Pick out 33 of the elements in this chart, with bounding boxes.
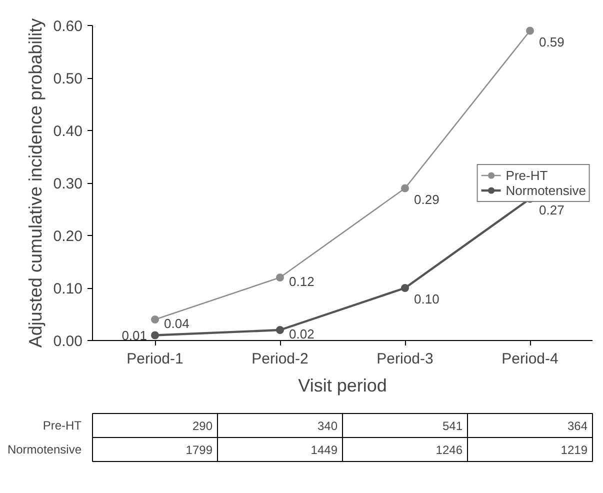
x-tick-label: Period-3 <box>376 350 434 368</box>
y-tick-label: Pre-HT <box>42 418 82 432</box>
x-tick-label: Period-1 <box>126 350 184 368</box>
data-label: 541 <box>442 419 463 433</box>
data-label: 0.59 <box>539 34 564 50</box>
x-tick-label: Period-2 <box>252 350 308 368</box>
y-tick-label: 0.50 <box>53 70 83 88</box>
data-label: 0.01 <box>122 328 148 343</box>
data-label: 1246 <box>436 443 463 457</box>
x-tick-label: Period-4 <box>502 350 558 368</box>
data-label: 0.10 <box>414 292 440 306</box>
data-label: 340 <box>317 419 338 433</box>
legend-label: Normotensive <box>506 182 586 198</box>
y-tick-label: Normotensive <box>7 442 82 456</box>
data-label: 1219 <box>560 443 588 457</box>
x-axis-title: Visit period <box>298 376 387 396</box>
y-tick-label: 0.30 <box>53 176 83 192</box>
y-tick-label: 0.20 <box>53 228 83 245</box>
y-tick-label: 0.40 <box>53 123 83 140</box>
legend-label: Pre-HT <box>506 168 548 182</box>
data-label: 0.04 <box>164 316 190 331</box>
y-tick-label: 0.60 <box>53 18 83 35</box>
y-tick-label: 0.10 <box>53 280 83 298</box>
y-axis-title: Adjusted cumulative incidence probability <box>25 18 46 348</box>
data-label: 0.12 <box>289 274 314 289</box>
data-label: 364 <box>567 419 588 433</box>
data-label: 0.29 <box>414 192 440 207</box>
data-label: 0.02 <box>289 326 314 342</box>
data-label: 1449 <box>310 443 338 457</box>
data-label: 0.27 <box>539 202 564 218</box>
data-label: 290 <box>192 419 213 433</box>
data-label: 1799 <box>186 443 213 457</box>
y-tick-label: 0.00 <box>53 333 83 350</box>
